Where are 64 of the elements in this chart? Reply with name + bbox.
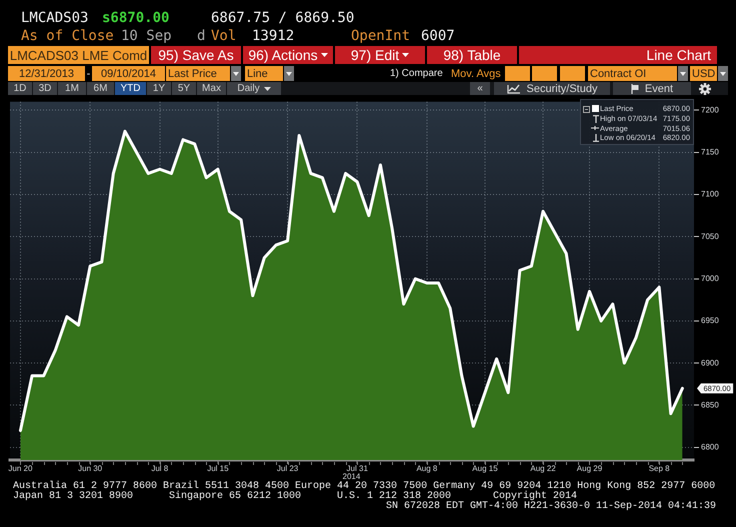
button: Event	[613, 82, 691, 95]
x-tick-label: Aug 15	[472, 464, 498, 474]
menu-button: 98) Table	[427, 46, 517, 64]
y-tick-label: 6950	[701, 316, 720, 326]
x-tick-label: Aug 29	[576, 464, 603, 474]
chart-title: LMCADS03	[21, 10, 88, 26]
tab: 5Y	[172, 82, 196, 95]
x-tick-label: Jul 8	[151, 464, 169, 474]
x-tick-label: Jul 15	[207, 464, 230, 474]
text: Mov. Avgs	[451, 68, 501, 80]
menu-button: 95) Save As	[151, 46, 241, 64]
y-tick-label: 7100	[701, 190, 720, 199]
text: d	[197, 28, 206, 44]
y-tick-label: 7000	[701, 274, 720, 283]
text: 6867.75 / 6869.50	[211, 10, 354, 26]
input-field: 09/10/2014	[92, 66, 165, 81]
text: Vol	[211, 28, 236, 44]
y-tick-label: 6850	[701, 400, 720, 410]
input-field: Contract OI	[588, 66, 677, 81]
input-field: LMCADS03 LME Comd	[8, 46, 149, 64]
text: Line Chart	[646, 47, 711, 63]
tab: 1Y	[147, 82, 171, 95]
tab: 1D	[8, 82, 32, 95]
y-tick-label: 7050	[701, 232, 720, 241]
text: s6870.00	[102, 10, 170, 26]
text: Japan 81 3 3201 8900	[13, 491, 134, 502]
tab: YTD	[115, 82, 146, 95]
text: SN 672028 EDT GMT-4:00 H221-3630-0 11-Sep-2014 04:41:39	[386, 501, 716, 512]
text: 2014	[342, 472, 361, 482]
x-tick-label: Jun 30	[78, 464, 103, 474]
tab: 3D	[33, 82, 57, 95]
text: OpenInt	[351, 28, 410, 44]
y-tick-label: 6900	[701, 358, 720, 368]
input-field: Line	[245, 66, 283, 81]
text: 6007	[421, 28, 455, 44]
text: -	[86, 68, 90, 80]
tab: «	[470, 82, 490, 95]
input-field: 12/31/2013	[8, 66, 85, 81]
menu-button: 96) Actions	[243, 46, 333, 64]
text: U.S. 1 212 318 2000	[337, 491, 452, 502]
x-tick-label: Sep 8	[648, 464, 670, 474]
input-field: Last Price	[166, 66, 230, 81]
text: Copyright 2014	[493, 491, 578, 502]
text: 13912	[252, 28, 294, 44]
x-tick-label: Jul 31	[346, 464, 368, 474]
tab: Max	[197, 82, 226, 95]
y-tick-label: 7200	[701, 105, 720, 114]
input-field: USD	[690, 66, 717, 81]
x-tick-label: Jul 23	[276, 464, 299, 474]
tab: 6M	[87, 82, 114, 95]
text: Australia 61 2 9777 8600 Brazil 5511 3048 4500 Europe 44 20 7330 7500 Germany 49 69 9204 1210 Hong Kong 852 2977 6000	[13, 481, 716, 492]
button: Security/Study	[494, 82, 610, 95]
menu-button: 97) Edit	[335, 46, 425, 64]
text: 10 Sep	[121, 28, 172, 44]
text: 1) Compare	[390, 68, 443, 79]
y-tick-label: 7150	[701, 148, 720, 157]
x-tick-label: Jun 20	[8, 464, 34, 474]
tab: 1M	[58, 82, 86, 95]
text: Singapore 65 6212 1000	[169, 491, 302, 502]
text: As of Close	[21, 28, 114, 44]
y-tick-label: 6800	[701, 442, 720, 452]
x-tick-label: Aug 8	[416, 464, 438, 474]
x-tick-label: Aug 22	[530, 464, 556, 474]
tab: Daily	[227, 82, 281, 95]
